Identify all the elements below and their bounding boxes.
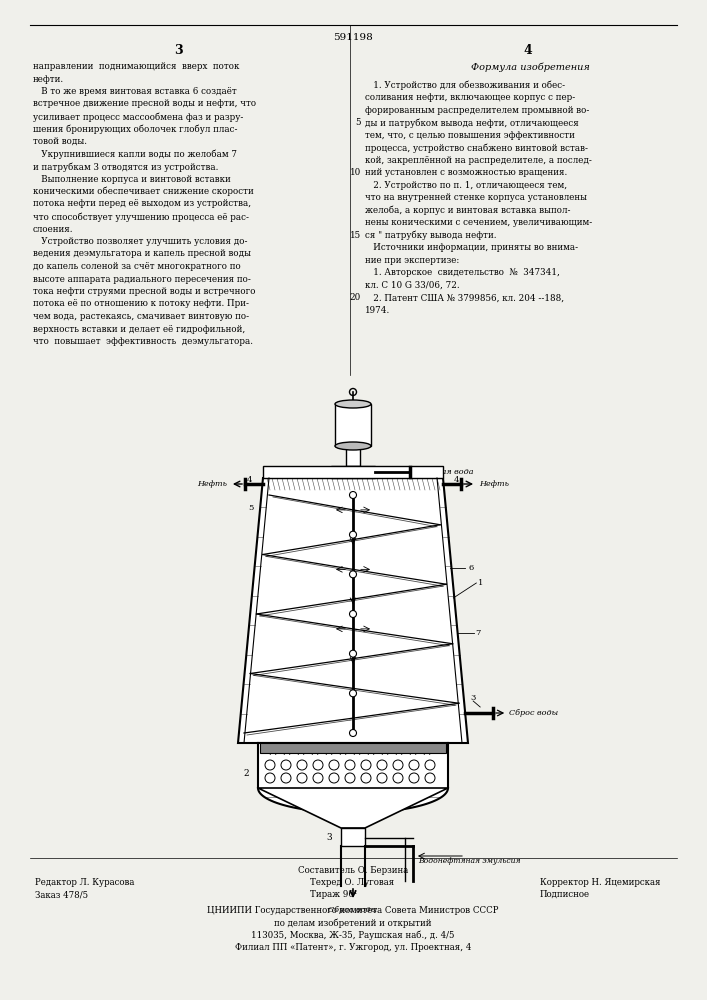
Text: ся " патрубку вывода нефти.: ся " патрубку вывода нефти. [365,231,496,240]
Text: ведения деэмульгатора и капель пресной воды: ведения деэмульгатора и капель пресной в… [33,249,251,258]
Bar [341,828,365,846]
Text: 4: 4 [453,476,459,484]
Text: Заказ 478/5: Заказ 478/5 [35,890,88,899]
Text: Нефть: Нефть [197,480,227,488]
Text: ЦНИИПИ Государственного комитета Совета Министров СССР: ЦНИИПИ Государственного комитета Совета … [207,906,498,915]
Text: что  повышает  эффективность  деэмульгатора.: что повышает эффективность деэмульгатора… [33,337,253,346]
Text: что способствует улучшению процесса её рас-: что способствует улучшению процесса её р… [33,212,249,222]
Text: 5: 5 [356,118,361,127]
Text: чем вода, растекаясь, смачивает винтовую по-: чем вода, растекаясь, смачивает винтовую… [33,312,249,321]
Text: усиливает процесс массообмена фаз и разру-: усиливает процесс массообмена фаз и разр… [33,112,243,121]
Bar [331,466,375,478]
Ellipse shape [335,400,371,408]
Text: ние при экспертизе:: ние при экспертизе: [365,256,460,265]
Text: высоте аппарата радиального пересечения по-: высоте аппарата радиального пересечения … [33,274,251,284]
Text: нены коническими с сечением, увеличивающим-: нены коническими с сечением, увеличивающ… [365,218,592,227]
Bar [335,404,371,446]
Text: Водонефтяная эмульсия: Водонефтяная эмульсия [418,857,520,865]
Text: 5: 5 [248,504,254,512]
Text: 1974.: 1974. [365,306,390,315]
Text: процесса, устройство снабжено винтовой встав-: процесса, устройство снабжено винтовой в… [365,143,588,153]
Text: 2. Устройство по п. 1, отличающееся тем,: 2. Устройство по п. 1, отличающееся тем, [365,181,567,190]
Text: 7: 7 [476,629,481,637]
Text: Источники информации, приняты во внима-: Источники информации, приняты во внима- [365,243,578,252]
Text: что на внутренней стенке корпуса установлены: что на внутренней стенке корпуса установ… [365,193,587,202]
Text: ний установлен с возможностью вращения.: ний установлен с возможностью вращения. [365,168,567,177]
Text: 20: 20 [350,293,361,302]
Text: ды и патрубком вывода нефти, отличающееся: ды и патрубком вывода нефти, отличающеес… [365,118,579,128]
Circle shape [349,730,356,736]
Text: Укрупнившиеся капли воды по желобам 7: Укрупнившиеся капли воды по желобам 7 [33,149,237,159]
Text: нефти.: нефти. [33,75,64,84]
Text: 4: 4 [524,43,532,56]
Text: коническими обеспечивает снижение скорости: коническими обеспечивает снижение скорос… [33,187,254,196]
Text: тем, что, с целью повышения эффективности: тем, что, с целью повышения эффективност… [365,131,575,140]
Text: Тираж 96¹: Тираж 96¹ [310,890,357,899]
Text: 3: 3 [174,43,182,56]
Text: соливания нефти, включающее корпус с пер-: соливания нефти, включающее корпус с пер… [365,93,575,102]
Circle shape [349,491,356,498]
Text: встречное движение пресной воды и нефти, что: встречное движение пресной воды и нефти,… [33,100,256,108]
Text: 1. Устройство для обезвоживания и обес-: 1. Устройство для обезвоживания и обес- [365,81,565,90]
Circle shape [349,531,356,538]
Text: Пресная вода: Пресная вода [415,468,474,476]
Circle shape [349,650,356,657]
Text: 3: 3 [326,834,332,842]
Text: форированным распределителем промывной во-: форированным распределителем промывной в… [365,106,590,115]
Text: тока нефти струями пресной воды и встречного: тока нефти струями пресной воды и встреч… [33,287,255,296]
Text: потока нефти перед её выходом из устройства,: потока нефти перед её выходом из устройс… [33,200,251,209]
Polygon shape [258,743,448,813]
Text: Филиал ПП «Патент», г. Ужгород, ул. Проектная, 4: Филиал ПП «Патент», г. Ужгород, ул. Прое… [235,943,471,952]
Text: потока её по отношению к потоку нефти. При-: потока её по отношению к потоку нефти. П… [33,300,249,308]
Text: 1. Авторское  свидетельство  №  347341,: 1. Авторское свидетельство № 347341, [365,268,560,277]
Text: 113035, Москва, Ж-35, Раушская наб., д. 4/5: 113035, Москва, Ж-35, Раушская наб., д. … [251,931,455,940]
Text: по делам изобретений и открытий: по делам изобретений и открытий [274,918,432,928]
Bar [346,448,360,466]
Text: и патрубкам 3 отводятся из устройства.: и патрубкам 3 отводятся из устройства. [33,162,218,172]
Text: направлении  поднимающийся  вверх  поток: направлении поднимающийся вверх поток [33,62,240,71]
Polygon shape [238,478,468,743]
Circle shape [349,571,356,578]
Text: 6: 6 [469,564,474,572]
Text: Выполнение корпуса и винтовой вставки: Выполнение корпуса и винтовой вставки [33,174,230,184]
Bar [263,466,443,478]
Text: В то же время винтовая вставка 6 создаёт: В то же время винтовая вставка 6 создаёт [33,87,237,96]
Text: шения бронирующих оболочек глобул плас-: шения бронирующих оболочек глобул плас- [33,124,238,134]
Text: Формула изобретения: Формула изобретения [471,62,590,72]
Bar [260,743,446,753]
Text: кл. С 10 G 33/06, 72.: кл. С 10 G 33/06, 72. [365,281,460,290]
Text: Сброс воды: Сброс воды [329,906,378,914]
Text: до капель соленой за счёт многократного по: до капель соленой за счёт многократного … [33,262,241,271]
Text: 4: 4 [247,476,252,484]
Text: Устройство позволяет улучшить условия до-: Устройство позволяет улучшить условия до… [33,237,247,246]
Text: слоения.: слоения. [33,225,74,233]
Polygon shape [258,788,448,828]
Text: желоба, а корпус и винтовая вставка выпол-: желоба, а корпус и винтовая вставка выпо… [365,206,571,215]
Text: Редактор Л. Курасова: Редактор Л. Курасова [35,878,134,887]
Text: 591198: 591198 [333,33,373,42]
Text: 1: 1 [479,579,484,587]
Text: Сброс воды: Сброс воды [509,709,559,717]
Circle shape [349,690,356,697]
Text: Нефть: Нефть [479,480,509,488]
Circle shape [349,610,356,617]
Text: 2: 2 [243,768,249,778]
Text: Техред О. Луговая: Техред О. Луговая [310,878,395,887]
Text: кой, закреплённой на распределителе, а послед-: кой, закреплённой на распределителе, а п… [365,156,592,165]
Text: Корректор Н. Яцемирская: Корректор Н. Яцемирская [540,878,660,887]
Text: Составитель О. Берзина: Составитель О. Берзина [298,866,408,875]
Text: 3: 3 [470,694,476,702]
Ellipse shape [335,442,371,450]
Text: 2. Патент США № 3799856, кл. 204 --188,: 2. Патент США № 3799856, кл. 204 --188, [365,293,564,302]
Text: Подписное: Подписное [540,890,590,899]
Text: 15: 15 [350,231,361,240]
Text: товой воды.: товой воды. [33,137,87,146]
Text: верхность вставки и делает её гидрофильной,: верхность вставки и делает её гидрофильн… [33,324,245,334]
Text: 10: 10 [350,168,361,177]
